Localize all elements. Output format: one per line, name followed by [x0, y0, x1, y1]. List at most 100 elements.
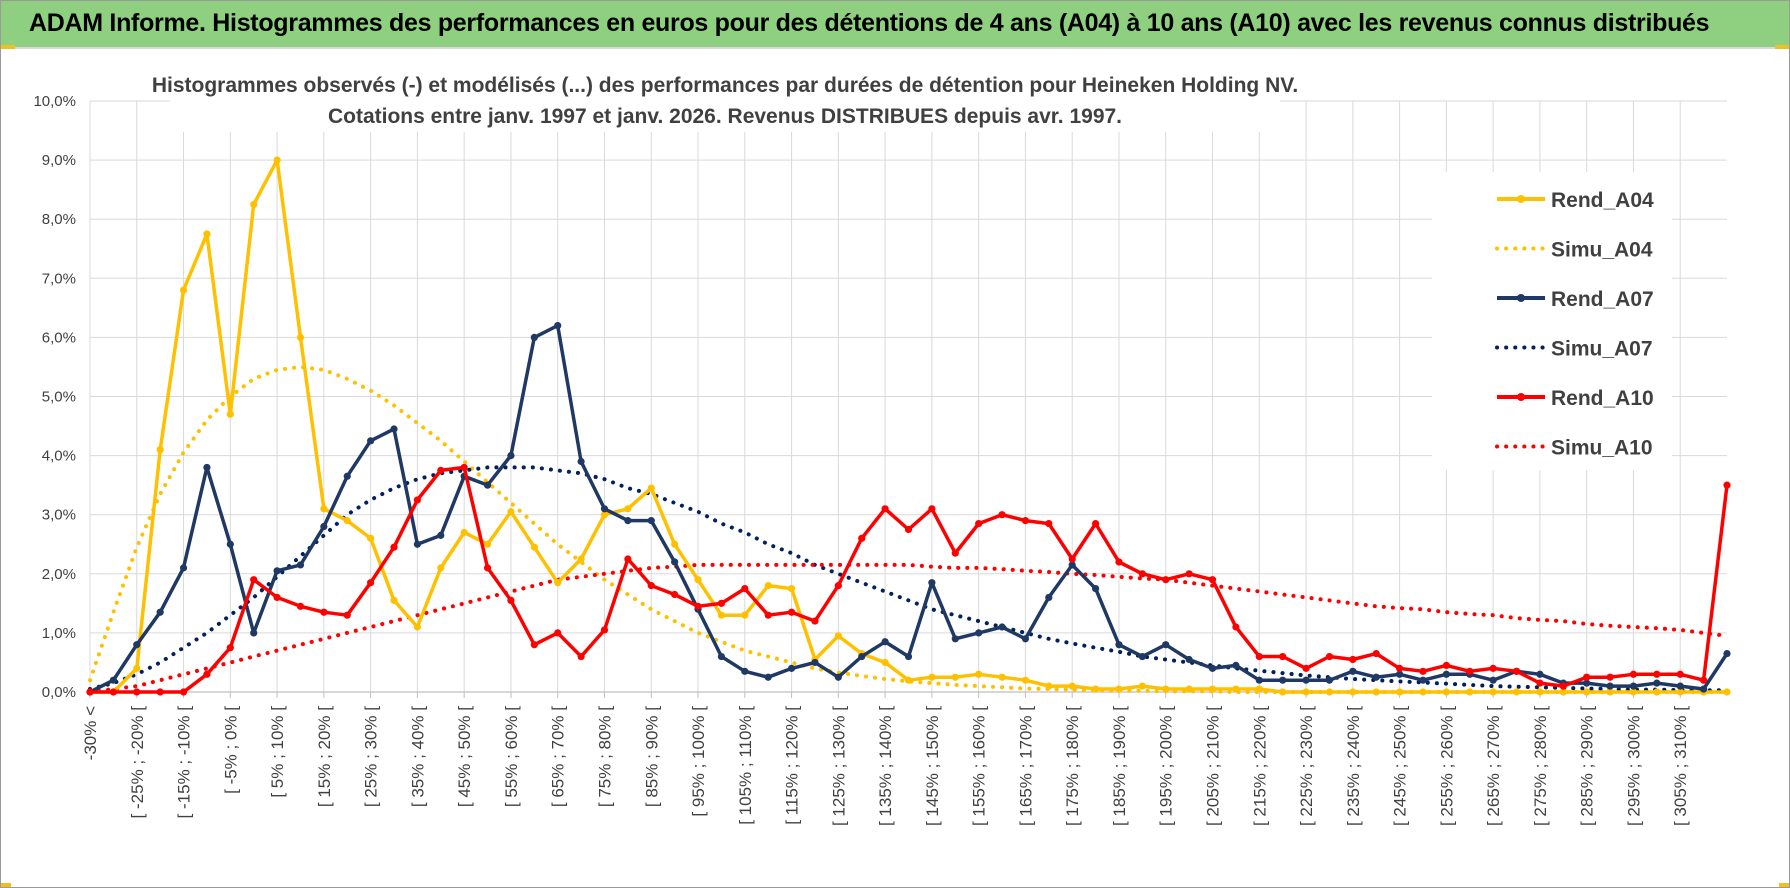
data-point-rend-a04	[1536, 688, 1544, 696]
x-tick-label: [ 175% ; 180% [	[1063, 706, 1082, 826]
data-point-rend-a07	[717, 652, 726, 661]
data-point-rend-a04	[975, 670, 983, 678]
data-point-rend-a04	[1583, 688, 1591, 696]
data-point-rend-a10	[507, 596, 515, 604]
data-point-rend-a10	[1045, 519, 1053, 528]
x-tick-label: [ 155% ; 160% [	[970, 706, 989, 826]
x-tick-label: [ -5% ; 0% [	[221, 706, 240, 794]
data-point-rend-a07	[1091, 584, 1100, 593]
x-axis: -30% < [ -25% ; -20% [[ -15% ; -10% [[ -5…	[81, 691, 1727, 826]
data-point-rend-a10	[1653, 670, 1661, 678]
y-tick-label: 10,0%	[33, 93, 76, 110]
x-tick-label: [ 145% ; 150% [	[923, 706, 942, 826]
data-point-rend-a04	[390, 596, 398, 604]
x-tick-label: [ 115% ; 120% [	[783, 706, 802, 825]
banner-corner-right	[1775, 45, 1789, 49]
data-point-rend-a04	[1676, 688, 1684, 696]
data-point-rend-a04	[1466, 688, 1474, 696]
y-tick-label: 5,0%	[42, 389, 76, 406]
data-point-rend-a04	[320, 505, 328, 513]
data-point-rend-a10	[1232, 623, 1240, 631]
data-point-rend-a07	[109, 676, 117, 684]
data-point-rend-a07	[858, 652, 866, 661]
data-point-rend-a07	[226, 540, 234, 548]
data-point-rend-a10	[1396, 664, 1404, 672]
data-point-rend-a10	[226, 644, 234, 652]
data-point-rend-a07	[671, 558, 679, 566]
data-point-rend-a07	[1489, 676, 1497, 684]
data-point-rend-a07	[179, 564, 188, 572]
data-point-rend-a07	[483, 481, 492, 489]
x-tick-label: [ 65% ; 70% [	[549, 706, 568, 807]
data-point-rend-a04	[998, 673, 1006, 681]
legend-label-rend-a04: Rend_A04	[1551, 189, 1654, 212]
data-point-rend-a07	[1629, 682, 1638, 690]
x-tick-label: [ 215% ; 220% [	[1250, 706, 1269, 826]
data-point-rend-a07	[1349, 667, 1357, 675]
data-point-rend-a04	[1419, 688, 1427, 696]
x-tick-label: [ 255% ; 260% [	[1437, 706, 1456, 826]
data-point-rend-a04	[460, 528, 468, 537]
data-point-rend-a04	[904, 676, 913, 684]
data-point-rend-a07	[1419, 676, 1427, 684]
data-point-rend-a07	[1255, 676, 1263, 684]
data-point-rend-a04	[483, 540, 492, 548]
legend-marker-rend-a07	[1517, 294, 1525, 302]
data-point-rend-a10	[483, 564, 492, 572]
data-point-rend-a10	[390, 543, 398, 551]
data-point-rend-a07	[787, 664, 796, 672]
legend-label-simu-a04: Simu_A04	[1551, 239, 1653, 262]
data-point-rend-a04	[1068, 682, 1076, 690]
data-point-rend-a07	[647, 517, 655, 525]
data-point-rend-a04	[787, 584, 796, 593]
data-point-rend-a07	[413, 540, 421, 548]
data-point-rend-a04	[367, 534, 375, 542]
data-point-rend-a10	[647, 582, 655, 590]
data-point-rend-a10	[460, 463, 468, 472]
data-point-rend-a04	[554, 579, 562, 587]
data-point-rend-a10	[109, 688, 117, 696]
data-point-rend-a10	[1068, 555, 1076, 563]
data-point-rend-a04	[717, 611, 726, 619]
data-point-rend-a04	[671, 540, 679, 548]
y-tick-label: 4,0%	[42, 448, 76, 465]
data-point-rend-a10	[1700, 676, 1708, 684]
chart-title-box	[170, 62, 1280, 132]
data-point-rend-a10	[1583, 673, 1591, 681]
x-tick-label: [ 55% ; 60% [	[502, 706, 521, 807]
data-point-rend-a10	[811, 617, 819, 625]
data-point-rend-a10	[1091, 519, 1100, 528]
y-tick-label: 9,0%	[42, 152, 76, 169]
data-point-rend-a07	[1279, 676, 1287, 684]
data-point-rend-a04	[577, 555, 585, 563]
data-point-rend-a10	[1115, 558, 1123, 566]
data-point-rend-a04	[1138, 682, 1146, 690]
data-point-rend-a07	[624, 517, 632, 525]
x-tick-label: [ 85% ; 90% [	[642, 706, 661, 807]
data-point-rend-a07	[1232, 661, 1240, 670]
data-point-rend-a07	[577, 457, 585, 466]
data-point-rend-a04	[1302, 688, 1310, 696]
data-point-rend-a10	[764, 611, 772, 619]
legend-label-rend-a10: Rend_A10	[1551, 387, 1654, 410]
data-point-rend-a04	[1396, 688, 1404, 696]
data-point-rend-a10	[1255, 652, 1263, 661]
report-title: ADAM Informe. Histogrammes des performan…	[29, 9, 1710, 37]
x-tick-label: [ 35% ; 40% [	[408, 706, 427, 807]
legend-label-rend-a07: Rend_A07	[1551, 288, 1654, 311]
chart-title-line-1: Histogrammes observés (-) et modélisés (…	[152, 74, 1298, 97]
data-point-rend-a07	[1700, 685, 1708, 693]
data-point-rend-a07	[1442, 670, 1450, 678]
data-point-rend-a10	[296, 602, 305, 610]
data-point-rend-a07	[554, 321, 562, 330]
data-point-rend-a04	[507, 508, 515, 516]
data-point-rend-a04	[156, 446, 164, 454]
data-point-rend-a10	[1442, 661, 1450, 670]
data-point-rend-a07	[1045, 593, 1053, 602]
data-point-rend-a07	[390, 425, 398, 433]
y-tick-label: 7,0%	[42, 270, 76, 287]
x-tick-label: [ 135% ; 140% [	[876, 706, 895, 826]
data-point-rend-a10	[367, 579, 375, 587]
data-point-rend-a04	[1021, 676, 1030, 684]
x-tick-label: -30% <	[81, 706, 100, 760]
